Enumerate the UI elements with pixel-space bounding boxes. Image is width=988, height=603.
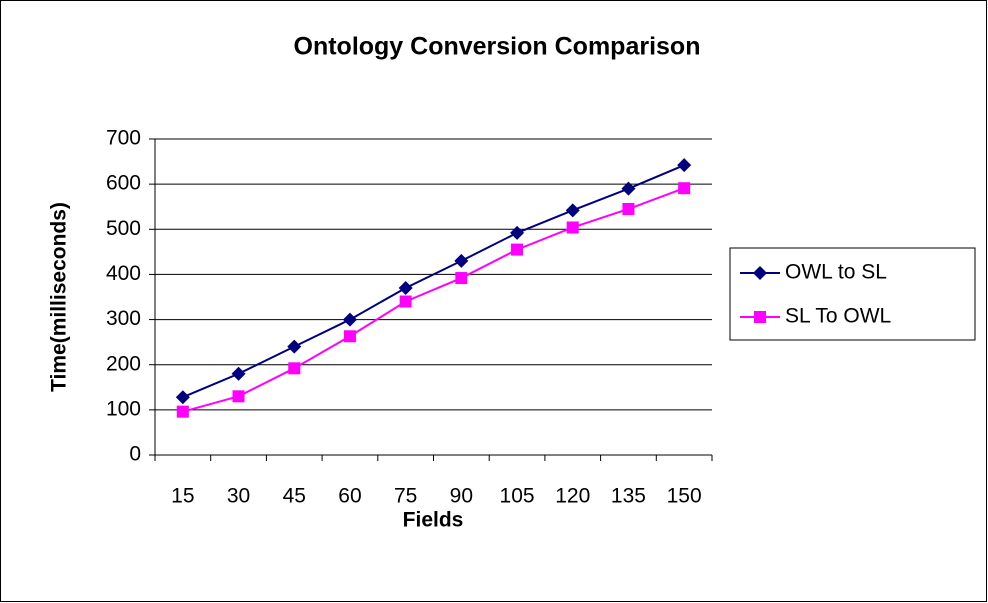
point [176, 405, 189, 418]
chart-title: Ontology Conversion Comparison [294, 33, 701, 61]
point [511, 243, 524, 256]
point [342, 312, 357, 327]
point [287, 339, 302, 354]
x-tick-label: 90 [450, 485, 473, 508]
y-tick-label: 300 [106, 307, 141, 330]
x-tick-label: 30 [227, 485, 250, 508]
legend-marker [753, 266, 767, 280]
point [175, 390, 190, 405]
point [343, 330, 356, 343]
point [678, 182, 691, 195]
x-tick-label: 150 [667, 485, 702, 508]
point [231, 366, 246, 381]
y-tick-label: 600 [106, 172, 141, 195]
point [455, 272, 468, 285]
point [232, 390, 245, 403]
y-tick-label: 200 [106, 352, 141, 375]
legend-box [729, 247, 976, 341]
point [565, 203, 580, 218]
x-tick-label: 135 [611, 485, 646, 508]
x-tick-label: 45 [283, 485, 306, 508]
point [288, 362, 301, 375]
point [566, 221, 579, 234]
x-axis-label: Fields [403, 509, 464, 532]
line [182, 187, 685, 413]
line [182, 164, 685, 399]
y-tick-label: 400 [106, 262, 141, 285]
y-tick-label: 700 [106, 127, 141, 150]
x-tick-label: 60 [338, 485, 361, 508]
x-tick-label: 15 [171, 485, 194, 508]
x-tick-label: 105 [500, 485, 535, 508]
x-tick-label: 75 [394, 485, 417, 508]
y-tick-label: 500 [106, 217, 141, 240]
point [510, 225, 525, 240]
y-axis-label: Time(milliseconds) [48, 202, 71, 392]
x-tick-label: 120 [555, 485, 590, 508]
point [622, 202, 635, 215]
point [677, 158, 692, 173]
point [398, 280, 413, 295]
point [621, 181, 636, 196]
legend-label: SL To OWL [785, 305, 891, 328]
legend-label: OWL to SL [785, 261, 887, 284]
legend-marker [754, 311, 766, 323]
y-tick-label: 0 [129, 443, 141, 466]
point [454, 253, 469, 268]
point [399, 295, 412, 308]
y-tick-label: 100 [106, 397, 141, 420]
